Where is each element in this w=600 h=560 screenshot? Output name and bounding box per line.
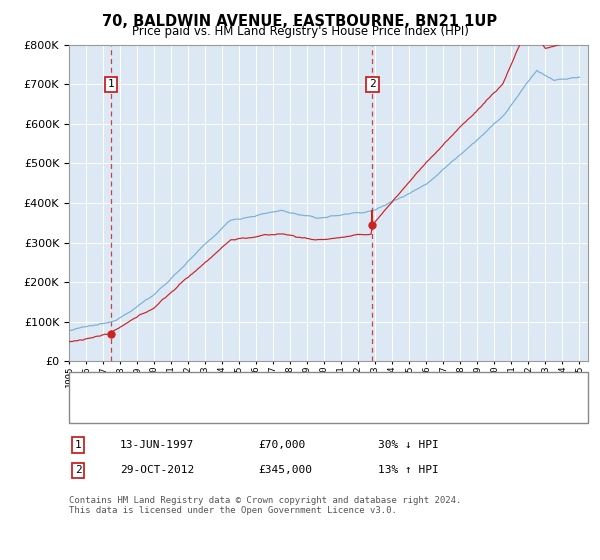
Text: £70,000: £70,000: [258, 440, 305, 450]
Text: 2: 2: [369, 80, 376, 90]
Text: HPI: Average price, detached house, Eastbourne: HPI: Average price, detached house, East…: [123, 404, 410, 414]
Text: 2: 2: [74, 465, 82, 475]
Text: 1: 1: [74, 440, 82, 450]
Text: 70, BALDWIN AVENUE, EASTBOURNE, BN21 1UP: 70, BALDWIN AVENUE, EASTBOURNE, BN21 1UP: [103, 14, 497, 29]
Text: 1: 1: [107, 80, 114, 90]
Text: 29-OCT-2012: 29-OCT-2012: [120, 465, 194, 475]
Text: Contains HM Land Registry data © Crown copyright and database right 2024.
This d: Contains HM Land Registry data © Crown c…: [69, 496, 461, 515]
Text: 30% ↓ HPI: 30% ↓ HPI: [378, 440, 439, 450]
Text: 13-JUN-1997: 13-JUN-1997: [120, 440, 194, 450]
Text: Price paid vs. HM Land Registry's House Price Index (HPI): Price paid vs. HM Land Registry's House …: [131, 25, 469, 38]
Text: 13% ↑ HPI: 13% ↑ HPI: [378, 465, 439, 475]
Text: 70, BALDWIN AVENUE, EASTBOURNE, BN21 1UP (detached house): 70, BALDWIN AVENUE, EASTBOURNE, BN21 1UP…: [123, 381, 479, 391]
Text: £345,000: £345,000: [258, 465, 312, 475]
